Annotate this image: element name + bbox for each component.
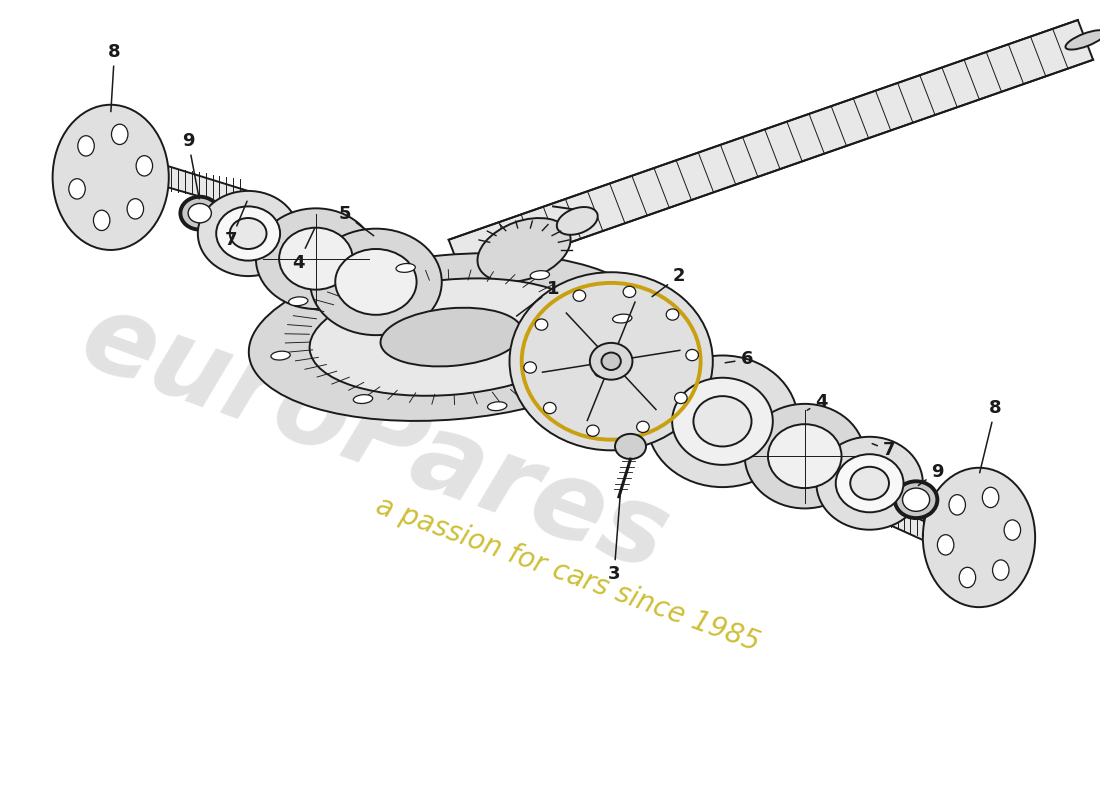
Ellipse shape: [637, 422, 649, 433]
Ellipse shape: [381, 308, 522, 366]
Text: 9: 9: [918, 462, 944, 486]
Ellipse shape: [586, 425, 600, 436]
Ellipse shape: [573, 290, 585, 302]
Ellipse shape: [686, 350, 698, 361]
Ellipse shape: [902, 488, 930, 511]
Ellipse shape: [1004, 520, 1021, 540]
Text: a passion for cars since 1985: a passion for cars since 1985: [372, 491, 763, 657]
Text: euroPares: euroPares: [67, 284, 681, 594]
Ellipse shape: [279, 228, 353, 290]
Ellipse shape: [768, 424, 842, 488]
Ellipse shape: [982, 487, 999, 507]
Ellipse shape: [602, 353, 620, 370]
Polygon shape: [449, 20, 1093, 279]
Ellipse shape: [557, 207, 597, 235]
Ellipse shape: [136, 156, 153, 176]
Ellipse shape: [524, 362, 537, 373]
Ellipse shape: [836, 454, 903, 512]
Ellipse shape: [310, 229, 442, 335]
Ellipse shape: [992, 560, 1009, 580]
Ellipse shape: [745, 404, 865, 509]
Ellipse shape: [647, 355, 798, 487]
Ellipse shape: [78, 136, 95, 156]
Text: 6: 6: [725, 350, 752, 368]
Ellipse shape: [353, 394, 373, 403]
Ellipse shape: [477, 218, 571, 282]
Ellipse shape: [1066, 30, 1100, 50]
Ellipse shape: [923, 468, 1035, 607]
Text: 8: 8: [980, 398, 1002, 473]
Ellipse shape: [693, 396, 751, 446]
Text: 8: 8: [108, 42, 121, 112]
Ellipse shape: [543, 402, 557, 414]
Ellipse shape: [256, 208, 376, 309]
Ellipse shape: [53, 105, 168, 250]
Ellipse shape: [530, 270, 550, 279]
Ellipse shape: [396, 263, 416, 272]
Text: 2: 2: [652, 267, 685, 297]
Ellipse shape: [590, 343, 632, 380]
Ellipse shape: [288, 297, 308, 306]
Ellipse shape: [69, 178, 86, 199]
Text: 3: 3: [608, 490, 620, 583]
Text: 4: 4: [293, 228, 315, 271]
Ellipse shape: [536, 319, 548, 330]
Ellipse shape: [509, 272, 713, 450]
Ellipse shape: [816, 437, 923, 530]
Ellipse shape: [94, 210, 110, 230]
Ellipse shape: [949, 494, 966, 515]
Ellipse shape: [217, 206, 280, 261]
Ellipse shape: [198, 191, 298, 276]
Ellipse shape: [309, 278, 593, 396]
Text: 1: 1: [517, 280, 559, 316]
Ellipse shape: [667, 309, 679, 320]
Ellipse shape: [180, 197, 219, 230]
Text: 9: 9: [182, 131, 199, 199]
Ellipse shape: [959, 567, 976, 588]
Ellipse shape: [937, 534, 954, 555]
Ellipse shape: [595, 369, 614, 378]
Text: 7: 7: [224, 202, 248, 250]
Ellipse shape: [249, 254, 654, 421]
Ellipse shape: [230, 218, 266, 249]
Ellipse shape: [672, 378, 773, 465]
Ellipse shape: [613, 314, 631, 323]
Ellipse shape: [894, 482, 937, 518]
Ellipse shape: [674, 392, 688, 403]
Ellipse shape: [271, 351, 290, 360]
Ellipse shape: [188, 203, 211, 223]
Text: 4: 4: [807, 393, 827, 411]
Ellipse shape: [850, 466, 889, 500]
Ellipse shape: [624, 286, 636, 298]
Polygon shape: [167, 166, 251, 211]
Ellipse shape: [111, 124, 128, 145]
Text: 7: 7: [872, 442, 895, 459]
Ellipse shape: [336, 249, 417, 315]
Ellipse shape: [487, 402, 507, 410]
Polygon shape: [854, 489, 926, 542]
Ellipse shape: [615, 434, 646, 459]
Text: 5: 5: [339, 205, 374, 236]
Ellipse shape: [128, 198, 144, 219]
